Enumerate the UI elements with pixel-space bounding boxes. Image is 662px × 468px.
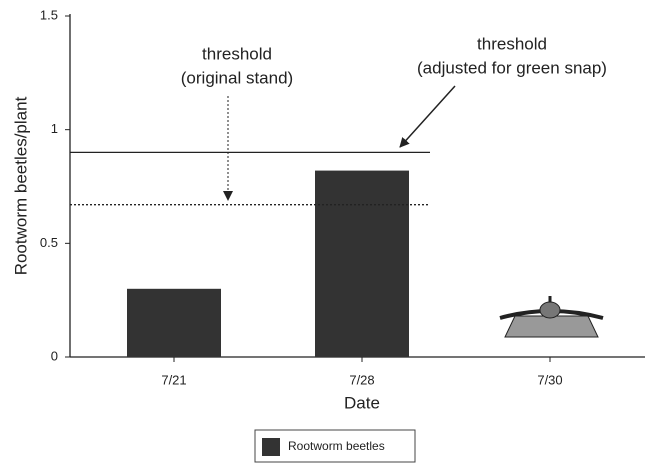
y-tick-label: 0 xyxy=(51,348,58,363)
bar xyxy=(127,288,221,357)
sprayer-icon xyxy=(499,296,604,338)
x-tick-label: 7/28 xyxy=(349,372,374,387)
annotation: threshold xyxy=(202,44,272,63)
legend xyxy=(254,429,416,463)
annotation: (original stand) xyxy=(181,68,293,87)
annotation: (adjusted for green snap) xyxy=(417,58,607,77)
arrow xyxy=(399,85,456,148)
bar xyxy=(315,170,409,357)
y-axis-label: Rootworm beetles/plant xyxy=(11,96,30,275)
y-tick-label: 0.5 xyxy=(40,235,58,250)
annotation: threshold xyxy=(477,34,547,53)
x-axis-label: Date xyxy=(344,393,380,412)
y-tick-label: 1.5 xyxy=(40,7,58,22)
legend-swatch xyxy=(262,438,280,456)
x-tick-label: 7/30 xyxy=(537,372,562,387)
x-tick-label: 7/21 xyxy=(161,372,186,387)
y-tick-label: 1 xyxy=(51,121,58,136)
legend-label: Rootworm beetles xyxy=(288,439,385,453)
